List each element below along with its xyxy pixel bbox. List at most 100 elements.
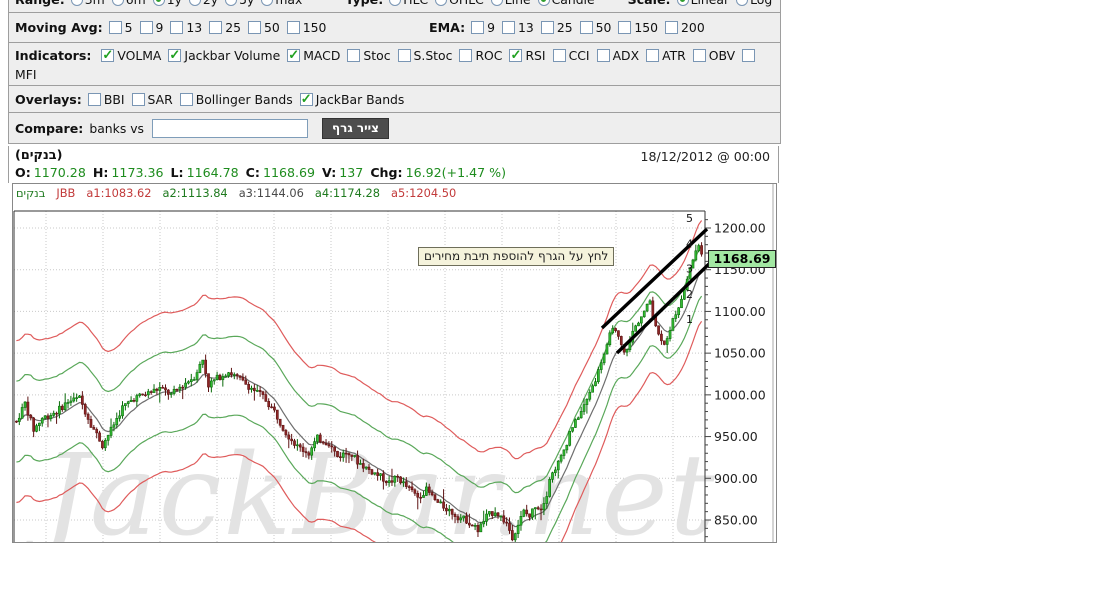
compare-input[interactable] [152,118,308,138]
range-type-scale-row: Range: 3m 6m 1y 2y 5y max Type: HLC OHLC Line Ca… [9,0,780,13]
option-25[interactable]: 25 [540,20,573,35]
option-2y[interactable]: 2y [188,0,218,7]
radio-1y[interactable] [152,0,165,6]
quote-field-value: 1170.28 [33,165,86,180]
radio-ohlc[interactable] [435,0,448,6]
option-jackbar-bands[interactable]: JackBar Bands [299,91,404,107]
option-150[interactable]: 150 [618,20,658,35]
option-13[interactable]: 13 [170,20,202,35]
checkbox-bollinger-bands[interactable] [179,92,193,106]
quote-field-value: 1168.69 [262,165,316,180]
checkbox-50[interactable] [247,21,261,34]
option-volma[interactable]: VOLMA [101,47,161,63]
option-ohlc[interactable]: OHLC [435,0,484,7]
checkbox-s-stoc[interactable] [397,49,411,62]
radio-line[interactable] [490,0,503,6]
option-cci[interactable]: CCI [552,48,590,63]
option-1y[interactable]: 1y [152,0,182,7]
band-endpoint-label-1: 1 [686,313,693,326]
option-3m[interactable]: 3m [70,0,105,7]
option-line[interactable]: Line [490,0,531,7]
draw-graph-button[interactable]: צייר גרף [322,117,389,139]
price-chart-canvas[interactable]: JackBar.net543211200.001150.001100.00105… [13,184,776,542]
checkbox-50[interactable] [579,21,593,34]
radio-5y[interactable] [225,0,238,6]
radio-candle[interactable] [537,0,550,6]
indicators-row: Indicators: VOLMA Jackbar Volume MACD Stoc S… [9,43,780,86]
checkbox-5[interactable] [108,21,122,34]
quote-field-label: Chg: [370,165,403,180]
radio-linear[interactable] [676,0,689,6]
option-macd[interactable]: MACD [287,47,340,63]
checkbox-jackbar-volume[interactable] [168,47,182,63]
option-adx[interactable]: ADX [596,48,639,63]
option-max[interactable]: max [261,0,302,7]
option-atr[interactable]: ATR [646,48,686,63]
checkbox-obv[interactable] [692,49,706,62]
option-25[interactable]: 25 [209,20,241,35]
option-candle[interactable]: Candle [537,0,595,7]
checkbox-150[interactable] [618,21,632,34]
checkbox-25[interactable] [540,21,554,34]
checkbox-cci[interactable] [552,49,566,62]
checkbox-sar[interactable] [131,92,145,106]
checkbox-150[interactable] [286,21,300,34]
y-axis-label: 1200.00 [714,221,766,236]
checkbox-mfi[interactable] [742,49,756,62]
radio-3m[interactable] [70,0,83,6]
chart-legend: בנקים JBB a1:1083.62 a2:1113.84 a3:1144.06 a4… [16,186,467,200]
checkbox-atr[interactable] [646,49,660,62]
band-endpoint-label-5: 5 [686,212,693,225]
checkbox-13[interactable] [502,21,516,34]
checkbox-25[interactable] [209,21,223,34]
option-150[interactable]: 150 [286,20,326,35]
radio-log[interactable] [736,0,749,6]
option-label-mfi[interactable]: MFI [15,67,37,82]
checkbox-13[interactable] [170,21,184,34]
option-s-stoc[interactable]: S.Stoc [397,48,452,63]
checkbox-200[interactable] [665,21,679,34]
checkbox-macd[interactable] [287,47,301,63]
compare-row: Compare: banks vs צייר גרף [9,113,780,144]
option-6m[interactable]: 6m [111,0,146,7]
radio-6m[interactable] [111,0,124,6]
price-chart[interactable]: JackBar.net 5 4 3 2 1 1200.00 1150.00 1100.00 105… [12,183,777,543]
checkbox-rsi[interactable] [509,47,523,63]
option-9[interactable]: 9 [471,20,495,35]
quote-field-label: H: [92,165,109,180]
option-obv[interactable]: OBV [692,48,735,63]
radio-2y[interactable] [188,0,201,6]
chart-header: (בנקים) 18/12/2012 @ 00:00 O: 1170.28 H: 11… [8,146,779,183]
option-50[interactable]: 50 [579,20,611,35]
checkbox-volma[interactable] [101,47,115,63]
checkbox-9[interactable] [471,21,485,34]
scale-label: Scale: [628,0,671,7]
option-log[interactable]: Log [736,0,772,7]
option-rsi[interactable]: RSI [509,47,546,63]
option-jackbar-volume[interactable]: Jackbar Volume [168,47,280,63]
option-50[interactable]: 50 [247,20,280,35]
radio-max[interactable] [261,0,274,6]
radio-hlc[interactable] [389,0,402,6]
checkbox-bbi[interactable] [87,92,101,106]
checkbox-jackbar-bands[interactable] [299,91,313,107]
checkbox-stoc[interactable] [347,49,361,62]
option-200[interactable]: 200 [665,20,705,35]
option-sar[interactable]: SAR [131,92,173,107]
legend-item: a1:1083.62 [86,186,152,200]
option-linear[interactable]: Linear [676,0,729,7]
option-9[interactable]: 9 [139,20,163,35]
option-5y[interactable]: 5y [225,0,254,7]
option-stoc[interactable]: Stoc [347,48,391,63]
indicators-label: Indicators: [15,48,92,63]
option-roc[interactable]: ROC [459,48,502,63]
option-bbi[interactable]: BBI [87,92,125,107]
checkbox-9[interactable] [139,21,153,34]
band-endpoint-label-4: 4 [686,237,693,250]
checkbox-adx[interactable] [596,49,610,62]
option-13[interactable]: 13 [502,20,534,35]
option-5[interactable]: 5 [108,20,133,35]
option-bollinger-bands[interactable]: Bollinger Bands [179,92,293,107]
option-hlc[interactable]: HLC [389,0,428,7]
checkbox-roc[interactable] [459,49,473,62]
